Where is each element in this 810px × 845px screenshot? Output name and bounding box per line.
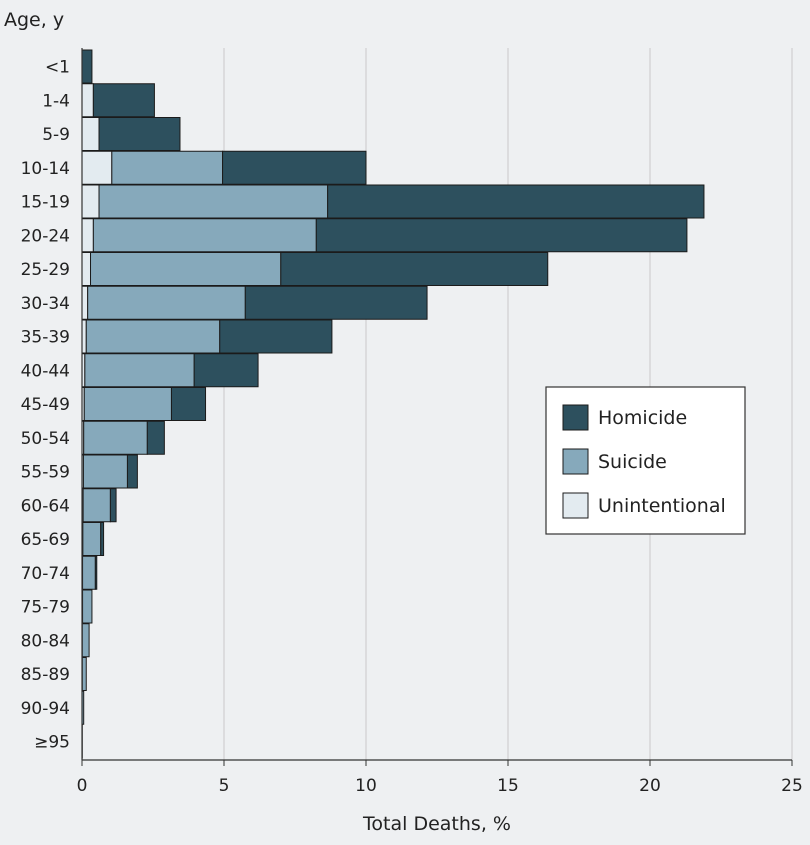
bar-homicide-3 — [223, 151, 366, 184]
bar-suicide-17 — [82, 624, 89, 657]
bar-homicide-6 — [281, 253, 548, 286]
y-tick-label: 30-34 — [21, 294, 70, 314]
x-tick-label: 25 — [781, 776, 803, 796]
y-tick-label: 15-19 — [21, 193, 70, 213]
bar-homicide-10 — [171, 388, 205, 421]
bar-homicide-9 — [194, 354, 258, 387]
bar-homicide-1 — [93, 84, 154, 117]
bar-suicide-6 — [91, 253, 281, 286]
bar-suicide-16 — [83, 590, 92, 623]
x-tick-label: 5 — [219, 776, 230, 796]
bar-suicide-18 — [82, 658, 86, 691]
bar-suicide-12 — [83, 455, 127, 488]
y-tick-labels: <1 1-4 5-9 10-14 15-19 20-24 25-29 30-34 35-39 40… — [21, 58, 70, 753]
bar-suicide-13 — [83, 489, 110, 522]
y-tick-label: 45-49 — [21, 395, 70, 415]
bar-suicide-15 — [83, 556, 96, 589]
legend-swatch-homicide — [563, 405, 588, 430]
y-tick-label: 85-89 — [21, 665, 70, 685]
bar-suicide-8 — [86, 320, 219, 353]
bar-unintentional-4 — [82, 185, 99, 218]
bar-unintentional-7 — [82, 286, 88, 319]
bar-suicide-9 — [85, 354, 194, 387]
x-tick-label: 15 — [497, 776, 519, 796]
y-tick-label: 40-44 — [21, 361, 70, 381]
bar-unintentional-5 — [82, 219, 93, 252]
bar-unintentional-3 — [82, 151, 112, 184]
legend-swatch-unintentional — [563, 493, 588, 518]
y-tick-label: 55-59 — [21, 463, 70, 483]
y-tick-label: 35-39 — [21, 328, 70, 348]
y-tick-label: 70-74 — [21, 564, 70, 584]
y-tick-label: 1-4 — [42, 91, 70, 111]
legend-label-homicide: Homicide — [598, 407, 687, 429]
bar-homicide-4 — [328, 185, 704, 218]
bar-homicide-14 — [101, 523, 104, 556]
bar-homicide-13 — [110, 489, 116, 522]
y-axis-label: Age, y — [4, 9, 64, 31]
y-tick-label: 75-79 — [21, 598, 70, 618]
bar-suicide-3 — [112, 151, 223, 184]
y-tick-label: 25-29 — [21, 260, 70, 280]
legend-swatch-suicide — [563, 449, 588, 474]
bar-homicide-8 — [220, 320, 332, 353]
y-tick-label: 90-94 — [21, 699, 70, 719]
bar-suicide-14 — [83, 523, 101, 556]
bar-homicide-12 — [127, 455, 137, 488]
y-tick-label: 50-54 — [21, 429, 70, 449]
bar-unintentional-6 — [82, 253, 91, 286]
legend-label-suicide: Suicide — [598, 451, 667, 473]
y-tick-label: 65-69 — [21, 530, 70, 550]
legend-label-unintentional: Unintentional — [598, 495, 726, 517]
bar-suicide-7 — [88, 286, 246, 319]
y-tick-label: 5-9 — [42, 125, 70, 145]
legend: Homicide Suicide Unintentional — [546, 387, 745, 534]
x-axis-label: Total Deaths, % — [362, 813, 511, 835]
y-tick-label: 20-24 — [21, 226, 70, 246]
bar-homicide-2 — [99, 118, 180, 151]
y-tick-label: 60-64 — [21, 496, 70, 516]
y-tick-label: ≥95 — [34, 733, 70, 753]
bar-unintentional-1 — [82, 84, 93, 117]
bar-homicide-5 — [316, 219, 687, 252]
bar-suicide-11 — [84, 421, 148, 454]
y-tick-label: 10-14 — [21, 159, 70, 179]
bar-homicide-11 — [147, 421, 164, 454]
bar-suicide-4 — [99, 185, 328, 218]
x-tick-label: 20 — [639, 776, 661, 796]
x-tick-label: 0 — [77, 776, 88, 796]
bar-suicide-5 — [93, 219, 316, 252]
bar-unintentional-2 — [82, 118, 99, 151]
y-tick-label: <1 — [45, 58, 70, 78]
x-tick-labels: 0 5 10 15 20 25 — [77, 760, 803, 796]
bar-homicide-7 — [245, 286, 427, 319]
x-tick-label: 10 — [355, 776, 377, 796]
bar-homicide-0 — [82, 50, 92, 83]
bar-homicide-15 — [95, 556, 96, 589]
bar-suicide-10 — [84, 388, 171, 421]
y-tick-label: 80-84 — [21, 631, 70, 651]
bar-unintentional-8 — [82, 320, 86, 353]
